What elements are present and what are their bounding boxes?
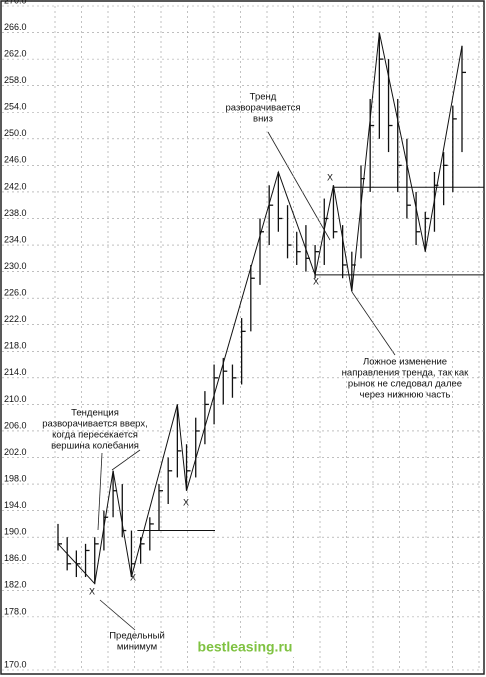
annotation: Предельный	[109, 631, 165, 642]
annotation: Тенденция	[71, 408, 119, 419]
swing-line	[57, 32, 463, 585]
leader-line	[351, 291, 396, 356]
annotation: направления тренда, так как	[342, 368, 469, 379]
annotation: разворачивается	[226, 103, 301, 114]
y-tick-label: 198.0	[4, 473, 27, 483]
y-tick-label: 242.0	[4, 181, 27, 191]
swing-marker: X	[89, 586, 95, 596]
swing-marker: X	[327, 172, 333, 182]
y-tick-label: 186.0	[4, 553, 27, 563]
y-tick-label: 262.0	[4, 48, 27, 58]
leader-line	[111, 449, 141, 471]
watermark-bg	[188, 639, 302, 657]
y-tick-label: 178.0	[4, 606, 27, 616]
y-tick-label: 250.0	[4, 128, 27, 138]
leader-line	[97, 452, 103, 531]
y-tick-label: 182.0	[4, 580, 27, 590]
y-tick-label: 254.0	[4, 102, 27, 112]
annotation: минимум	[117, 642, 157, 653]
annotation: через нижнюю часть	[360, 390, 451, 401]
y-tick-label: 210.0	[4, 394, 27, 404]
y-tick-label: 238.0	[4, 208, 27, 218]
annotation: Тренд	[250, 92, 277, 103]
y-tick-label: 206.0	[4, 420, 27, 430]
y-tick-label: 270.0	[4, 0, 27, 5]
y-tick-label: 194.0	[4, 500, 27, 510]
leader-line	[99, 599, 136, 631]
y-tick-label: 190.0	[4, 527, 27, 537]
y-tick-label: 234.0	[4, 234, 27, 244]
annotation: рынок не следовал далее	[348, 379, 462, 390]
swing-marker: X	[313, 276, 319, 286]
annotation: вершина колебания	[51, 441, 139, 452]
swing-marker: X	[130, 572, 136, 582]
leader-lines	[97, 131, 396, 631]
watermark: bestleasing.ru	[198, 639, 293, 655]
annotation: вниз	[253, 114, 273, 125]
y-tick-label: 214.0	[4, 367, 27, 377]
y-tick-label: 170.0	[4, 659, 27, 669]
y-tick-label: 202.0	[4, 447, 27, 457]
swing-marker: X	[183, 497, 189, 507]
annotation: Ложное изменение	[363, 357, 447, 368]
y-tick-label: 222.0	[4, 314, 27, 324]
y-tick-label: 258.0	[4, 75, 27, 85]
leader-line	[267, 131, 331, 241]
y-tick-label: 246.0	[4, 155, 27, 165]
y-tick-label: 218.0	[4, 341, 27, 351]
annotation: разворачивается вверх,	[42, 419, 147, 430]
y-tick-label: 230.0	[4, 261, 27, 271]
annotation: когда пересекается	[52, 430, 138, 441]
y-tick-label: 266.0	[4, 22, 27, 32]
y-tick-label: 226.0	[4, 288, 27, 298]
